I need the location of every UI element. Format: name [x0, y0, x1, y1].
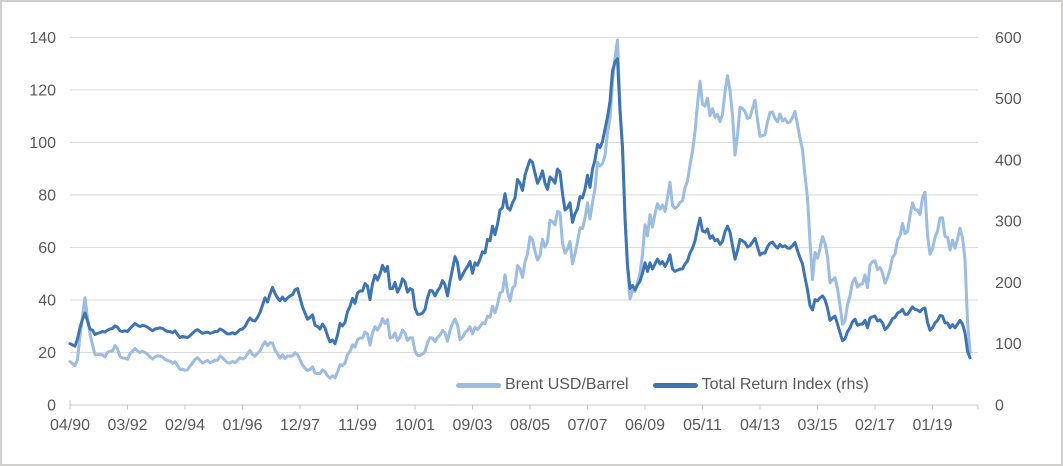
x-axis-tick-label: 02/94 — [165, 417, 205, 434]
right-axis-tick-label: 300 — [995, 214, 1022, 231]
brent-legend-label: Brent USD/Barrel — [505, 376, 629, 393]
x-axis-tick-label: 05/11 — [683, 417, 722, 434]
x-axis-tick-label: 11/99 — [338, 417, 377, 434]
right-axis-tick-label: 200 — [995, 275, 1022, 292]
total-return-index-line-swatch — [652, 382, 698, 388]
x-axis-tick-label: 09/03 — [452, 417, 492, 434]
left-axis-tick-label: 80 — [38, 187, 56, 204]
x-axis-tick-label: 03/92 — [107, 417, 147, 434]
left-axis-tick-label: 100 — [29, 135, 56, 152]
left-axis-tick-label: 60 — [38, 240, 56, 257]
x-axis-tick-label: 06/09 — [625, 417, 665, 434]
right-axis-tick-label: 500 — [995, 91, 1022, 108]
x-axis-tick-label: 12/97 — [280, 417, 320, 434]
x-axis-tick-label: 01/19 — [912, 417, 952, 434]
total-return-index-legend-label: Total Return Index (rhs) — [701, 376, 869, 393]
legend-item-total-return-index: Total Return Index (rhs) — [652, 376, 869, 394]
x-axis-tick-label: 01/96 — [222, 417, 262, 434]
legend-item-brent: Brent USD/Barrel — [456, 376, 629, 394]
left-axis-tick-label: 40 — [38, 292, 56, 309]
legend: Brent USD/Barrel Total Return Index (rhs… — [456, 376, 869, 394]
x-axis-tick-label: 04/13 — [740, 417, 780, 434]
series-line-total-return-index — [68, 57, 972, 360]
x-axis-tick-label: 03/15 — [797, 417, 837, 434]
brent-line-swatch — [456, 382, 501, 388]
right-axis-tick-label: 600 — [995, 30, 1022, 47]
left-axis-tick-label: 140 — [29, 30, 56, 47]
left-axis-tick-label: 20 — [38, 345, 56, 362]
x-axis-tick-label: 02/17 — [855, 417, 895, 434]
x-axis-tick-label: 10/01 — [395, 417, 435, 434]
x-axis-tick-label: 07/07 — [567, 417, 607, 434]
left-axis-tick-label: 120 — [29, 82, 56, 99]
right-axis-tick-label: 400 — [995, 152, 1022, 169]
right-axis-tick-label: 0 — [995, 398, 1004, 415]
series-line-brent — [68, 38, 972, 380]
right-axis-tick-label: 100 — [995, 336, 1022, 353]
x-axis-tick-label: 08/05 — [510, 417, 550, 434]
x-axis-tick-label: 04/90 — [50, 417, 90, 434]
left-axis-tick-label: 0 — [47, 398, 56, 415]
